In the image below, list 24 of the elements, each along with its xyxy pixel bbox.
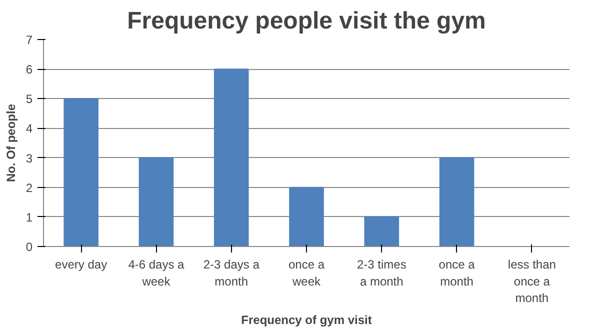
bar	[138, 157, 174, 246]
bar	[439, 157, 474, 246]
y-tick-label: 1	[26, 210, 33, 224]
x-tick-label: 2-3 times a month	[356, 258, 406, 288]
bar	[214, 68, 249, 246]
y-tick-label: 7	[26, 33, 33, 47]
x-tick-label: once a month	[438, 258, 476, 288]
y-tick-label: 2	[26, 180, 33, 195]
y-axis-title: No. Of people	[4, 104, 18, 182]
x-tick-label: every day	[55, 258, 108, 272]
chart-title: Frequency people visit the gym	[127, 8, 486, 34]
x-tick-label: less than once a month	[508, 258, 556, 306]
x-tick-label: once a week	[288, 258, 325, 288]
x-tick-label: 2-3 days a month	[203, 258, 260, 288]
x-axis-title: Frequency of gym visit	[241, 313, 372, 328]
bar	[64, 98, 98, 246]
y-tick-label: 3	[26, 151, 33, 166]
y-tick-label: 6	[26, 62, 33, 77]
y-tick-label: 4	[26, 122, 33, 136]
x-tick-label: 4-6 days a week	[128, 258, 185, 288]
bar	[364, 216, 400, 246]
y-tick-label: 5	[26, 92, 33, 106]
bar	[289, 186, 324, 246]
y-tick-label: 0	[26, 240, 33, 254]
